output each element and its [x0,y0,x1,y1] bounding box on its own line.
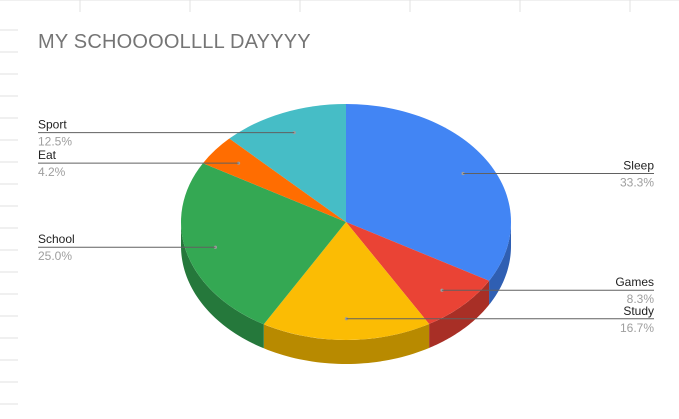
slice-percent-school: 25.0% [38,249,72,263]
pie-slice-study[interactable] [263,222,430,340]
pie-side-school [181,222,264,349]
pie-slice-sport[interactable] [229,104,346,222]
slice-label-study: Study [623,304,654,318]
slice-percent-sleep: 33.3% [620,176,654,190]
slice-percent-study: 16.7% [620,321,654,335]
slice-label-games: Games [615,275,654,289]
pie-side-study [263,323,430,364]
pie-slice-sleep[interactable] [346,104,512,281]
slice-percent-eat: 4.2% [38,165,66,179]
pie-slice-school[interactable] [180,163,346,325]
slice-label-eat: Eat [38,148,57,162]
slice-label-school: School [38,232,75,246]
pie-slice-games[interactable] [346,222,490,324]
pie-side-sleep [489,222,511,305]
slice-percent-sport: 12.5% [38,135,72,149]
pie-slice-eat[interactable] [202,138,346,222]
chart-title: MY SCHOOOOLLLL DAYYYY [38,31,311,53]
slice-label-sleep: Sleep [623,159,654,173]
slice-percent-games: 8.3% [627,292,655,306]
slice-label-sport: Sport [38,118,67,132]
pie-side-games [429,280,490,348]
